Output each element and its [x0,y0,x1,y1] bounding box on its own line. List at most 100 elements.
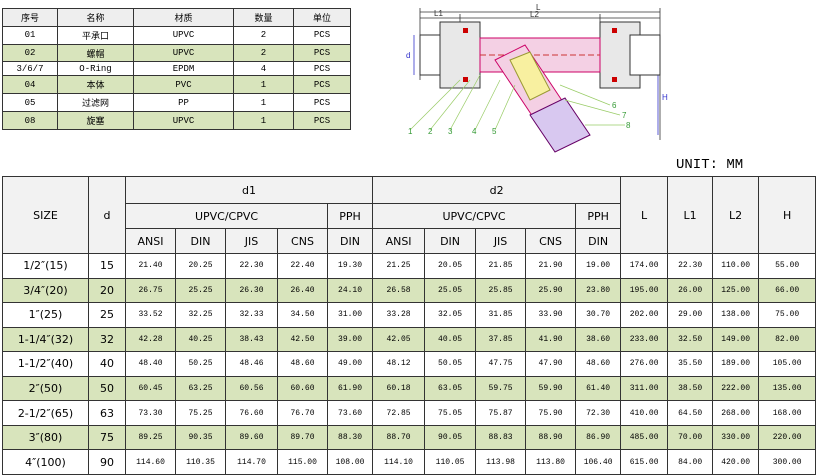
cell: 88.83 [475,424,527,451]
cell: 24.10 [326,277,374,304]
header-cell: d2 [372,176,622,204]
cell: 75 [88,424,126,451]
cell: 螺帽 [57,43,134,63]
cell: 75.00 [758,302,817,328]
callout: 6 [612,101,617,110]
cell: 64.50 [667,400,714,426]
cell: 114.10 [372,449,426,475]
cell: 615.00 [620,449,669,475]
cell: 73.60 [326,400,374,426]
cell: 35.50 [667,351,714,377]
part-row: 01 平承口 UPVC 2 PCS [2,25,351,45]
cell: 31.85 [475,302,527,328]
cell: 21.85 [475,253,527,279]
cell: 149.00 [712,326,760,353]
cell: 59.75 [475,375,527,402]
header-cell: d1 [124,176,374,204]
cell: 25.05 [424,277,477,304]
cell: 75.25 [175,400,226,426]
dim-label: L2 [530,10,539,19]
cell: 32.50 [667,326,714,353]
cell: 1-1/2″(40) [2,351,89,377]
cell: 40 [88,351,126,377]
cell: 89.60 [225,424,278,451]
cell: 25.85 [475,277,527,304]
cell: 222.00 [712,375,760,402]
cell: 63.05 [424,375,477,402]
cell: 2 [233,25,294,45]
header-cell: H [758,176,817,254]
cell: 21.25 [372,253,426,279]
cell: 300.00 [758,449,817,475]
cell: 311.00 [620,375,669,402]
dim-label: d [406,51,410,60]
cell: 26.75 [125,277,176,304]
cell: 82.00 [758,326,817,353]
cell: 01 [2,25,58,45]
cell: 48.46 [225,351,278,377]
cell: 61.90 [326,375,374,402]
cell: 38.60 [575,326,622,353]
cell: 72.30 [575,400,622,426]
unit-label: UNIT: MM [676,157,744,173]
cell: 195.00 [620,277,669,304]
size-table: SIZE d d1 d2 L L1 L2 H UPVC/CPVC PPH UPVC/CPVC PPH A… [2,176,817,475]
cell: 32.05 [424,302,477,328]
cell: 330.00 [712,424,760,451]
header-cell: d [88,176,126,254]
part-row: 02 螺帽 UPVC 2 PCS [2,43,351,63]
cell: 20.05 [424,253,477,279]
cell: UPVC [133,111,234,130]
cell: 25.25 [175,277,226,304]
part-row: 08 旋塞 UPVC 1 PCS [2,111,351,130]
cell: 90.05 [424,424,477,451]
cell: 25 [88,302,126,328]
cell: 23.80 [575,277,622,304]
cell: 48.60 [575,351,622,377]
cell: 110.35 [175,449,226,475]
part-row: 04 本体 PVC 1 PCS [2,75,351,95]
cell: 38.43 [225,326,278,353]
cell: 32.25 [175,302,226,328]
cell: 88.70 [372,424,426,451]
dim-label: L [536,3,541,12]
header-cell: L2 [712,176,760,254]
cell: 88.90 [525,424,577,451]
header-cell: 材质 [133,8,234,27]
cell: 108.00 [326,449,374,475]
cell: 113.98 [475,449,527,475]
cell: PCS [293,75,351,95]
cell: 72.85 [372,400,426,426]
header-cell: CNS [277,228,328,254]
cell: 50 [88,375,126,402]
cell: 268.00 [712,400,760,426]
cell: PCS [293,43,351,63]
cell: 22.30 [667,253,714,279]
header-cell: 单位 [293,8,351,27]
cell: 59.90 [525,375,577,402]
cell: 73.30 [125,400,176,426]
cell: 29.00 [667,302,714,328]
cell: 50.05 [424,351,477,377]
cell: O-Ring [57,61,134,77]
cell: 89.70 [277,424,328,451]
header-cell: L [620,176,669,254]
cell: 42.50 [277,326,328,353]
cell: 55.00 [758,253,817,279]
cell: 113.80 [525,449,577,475]
cell: 平承口 [57,25,134,45]
cell: 3/6/7 [2,61,58,77]
cell: 1 [233,93,294,113]
cell: 33.52 [125,302,176,328]
cell: 485.00 [620,424,669,451]
header-cell: ANSI [372,228,426,254]
header-cell: SIZE [2,176,89,254]
cell: 63.25 [175,375,226,402]
cell: 19.00 [575,253,622,279]
cell: 48.40 [125,351,176,377]
cell: 34.50 [277,302,328,328]
cell: UPVC [133,25,234,45]
part-row: 3/6/7 O-Ring EPDM 4 PCS [2,61,351,77]
cell: 60.18 [372,375,426,402]
